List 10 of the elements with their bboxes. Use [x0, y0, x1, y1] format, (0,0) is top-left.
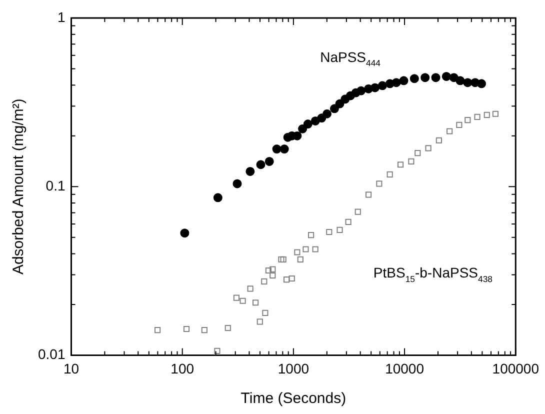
y-axis-title: Adsorbed Amount (mg/m²) [10, 98, 28, 275]
y-tick-label: 0.01 [38, 346, 66, 362]
x-axis-title: Time (Seconds) [240, 390, 346, 408]
x-tick-label: 100 [170, 360, 194, 376]
y-tick-label: 1 [57, 8, 66, 25]
y-tick-label: 0.1 [46, 177, 66, 194]
x-tick-label: 10 [63, 360, 80, 376]
x-tick-label: 1000 [278, 360, 310, 376]
x-tick-label: 10000 [385, 360, 424, 376]
x-tick-label: 100000 [492, 360, 540, 376]
